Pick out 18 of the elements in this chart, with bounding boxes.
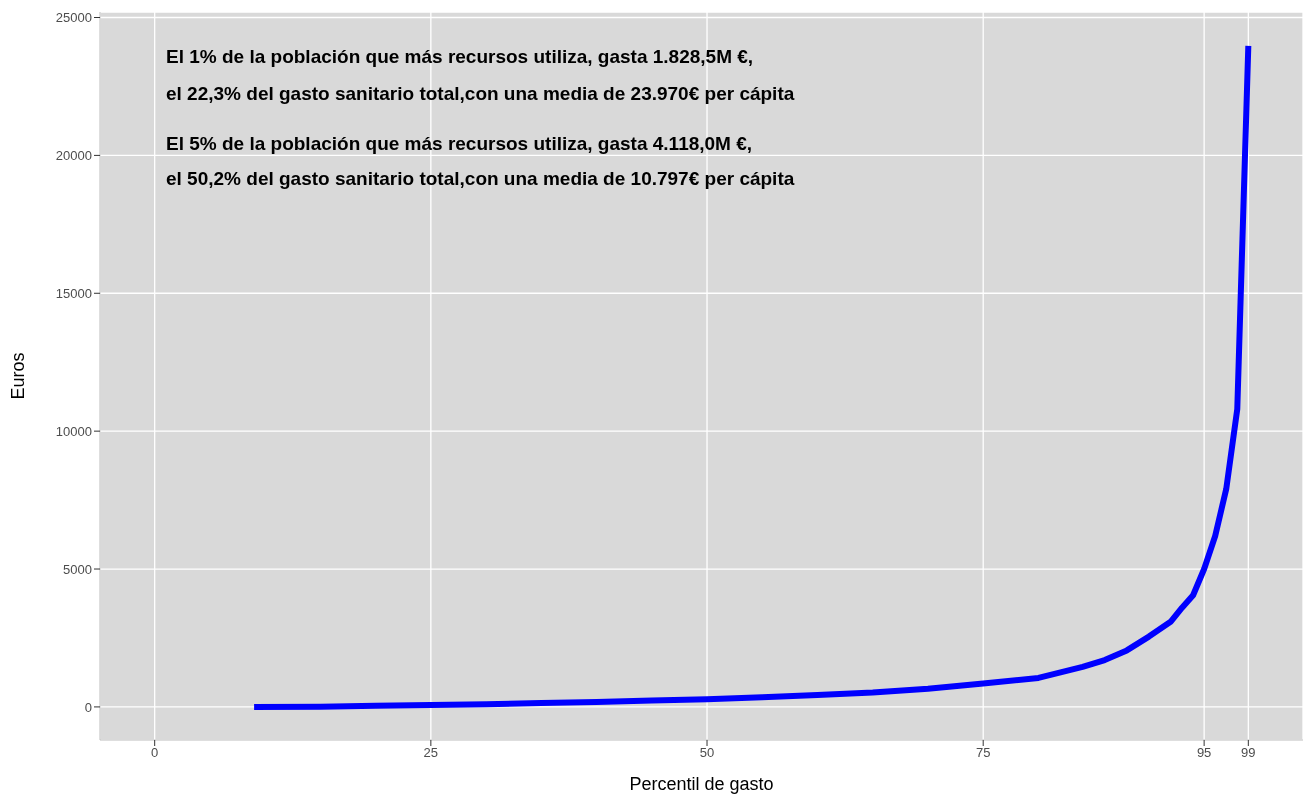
x-tick-label: 75 — [975, 745, 991, 761]
y-tick-label: 15000 — [55, 285, 92, 301]
y-axis-title: Euros — [8, 352, 29, 400]
x-tick-label: 99 — [1241, 745, 1256, 761]
y-tick-label: 10000 — [55, 423, 92, 439]
x-tick-label: 25 — [423, 745, 439, 761]
x-axis-title: Percentil de gasto — [629, 774, 774, 794]
annotation: el 50,2% del gasto sanitario total,con una media de 10.797€ per cápita — [166, 168, 795, 190]
annotation: El 5% de la población que más recursos utiliza, gasta 4.118,0M €, — [166, 133, 753, 155]
y-tick-label: 5000 — [63, 561, 92, 577]
x-tick-label: 95 — [1196, 745, 1212, 761]
x-tick-label: 50 — [699, 745, 715, 761]
annotation: El 1% de la población que más recursos utiliza, gasta 1.828,5M €, — [166, 46, 754, 68]
annotation: el 22,3% del gasto sanitario total,con una media de 23.970€ per cápita — [166, 83, 795, 105]
y-tick-label: 0 — [84, 699, 92, 715]
x-tick-label: 0 — [151, 745, 159, 761]
y-tick-label: 20000 — [55, 148, 92, 164]
y-tick-label: 25000 — [55, 10, 92, 26]
